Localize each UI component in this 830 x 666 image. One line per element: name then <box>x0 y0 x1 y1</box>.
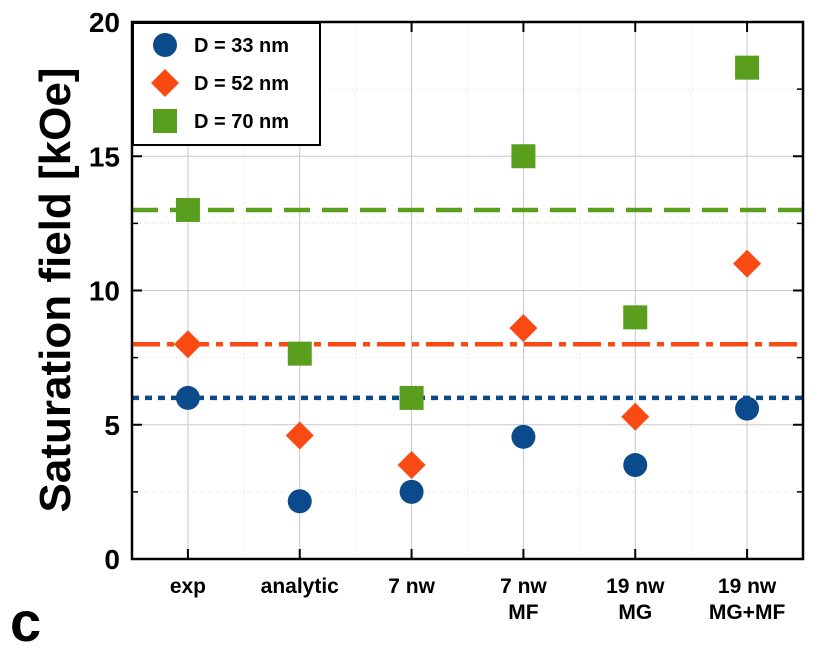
data-point-square <box>175 197 200 222</box>
x-tick-label: MF <box>508 601 538 624</box>
x-tick-label: 7 nw <box>500 575 547 598</box>
data-point-square <box>399 385 424 410</box>
legend-marker-circle <box>153 33 177 57</box>
legend: D = 33 nm D = 52 nm D = 70 nm <box>132 22 321 146</box>
data-point-circle <box>287 489 312 514</box>
x-tick-labels: exp analytic 7 nw 7 nw MF 19 nw MG 19 nw MG+MF <box>170 575 786 624</box>
data-point-diamond <box>509 314 538 343</box>
legend-label: D = 33 nm <box>194 35 289 57</box>
legend-marker-diamond <box>151 69 179 97</box>
legend-label: D = 52 nm <box>194 73 289 95</box>
data-point-circle <box>399 479 424 504</box>
data-point-diamond <box>285 421 314 450</box>
x-tick-label: 19 nw <box>718 575 777 598</box>
data-points <box>173 55 762 514</box>
data-point-circle <box>511 424 536 449</box>
y-axis-label: Saturation field [kOe] <box>31 68 80 513</box>
axis-ticks <box>132 21 803 560</box>
panel-label: c <box>10 590 42 653</box>
x-tick-label: MG <box>618 601 652 624</box>
x-tick-label: exp <box>170 575 206 598</box>
legend-marker-square <box>153 109 177 133</box>
data-point-square <box>735 55 760 80</box>
data-point-circle <box>623 453 648 478</box>
data-point-square <box>511 144 536 169</box>
x-tick-label: 7 nw <box>388 575 435 598</box>
y-tick-label: 0 <box>104 544 120 575</box>
legend-label: D = 70 nm <box>194 111 289 133</box>
reference-lines <box>132 207 803 401</box>
data-point-diamond <box>397 451 426 480</box>
y-tick-label: 15 <box>89 141 120 172</box>
data-point-square <box>287 341 312 366</box>
y-tick-label: 5 <box>104 410 120 441</box>
x-tick-label: 19 nw <box>606 575 665 598</box>
x-tick-label: analytic <box>261 575 340 598</box>
y-tick-label: 20 <box>89 7 120 38</box>
data-point-circle <box>175 385 200 410</box>
data-point-diamond <box>173 330 202 359</box>
y-tick-labels: 0 5 10 15 20 <box>89 7 120 575</box>
data-point-diamond <box>733 249 762 278</box>
x-tick-label: MG+MF <box>709 601 786 624</box>
data-point-diamond <box>621 402 650 431</box>
data-point-circle <box>735 396 760 421</box>
data-point-square <box>623 305 648 330</box>
y-tick-label: 10 <box>89 276 120 307</box>
